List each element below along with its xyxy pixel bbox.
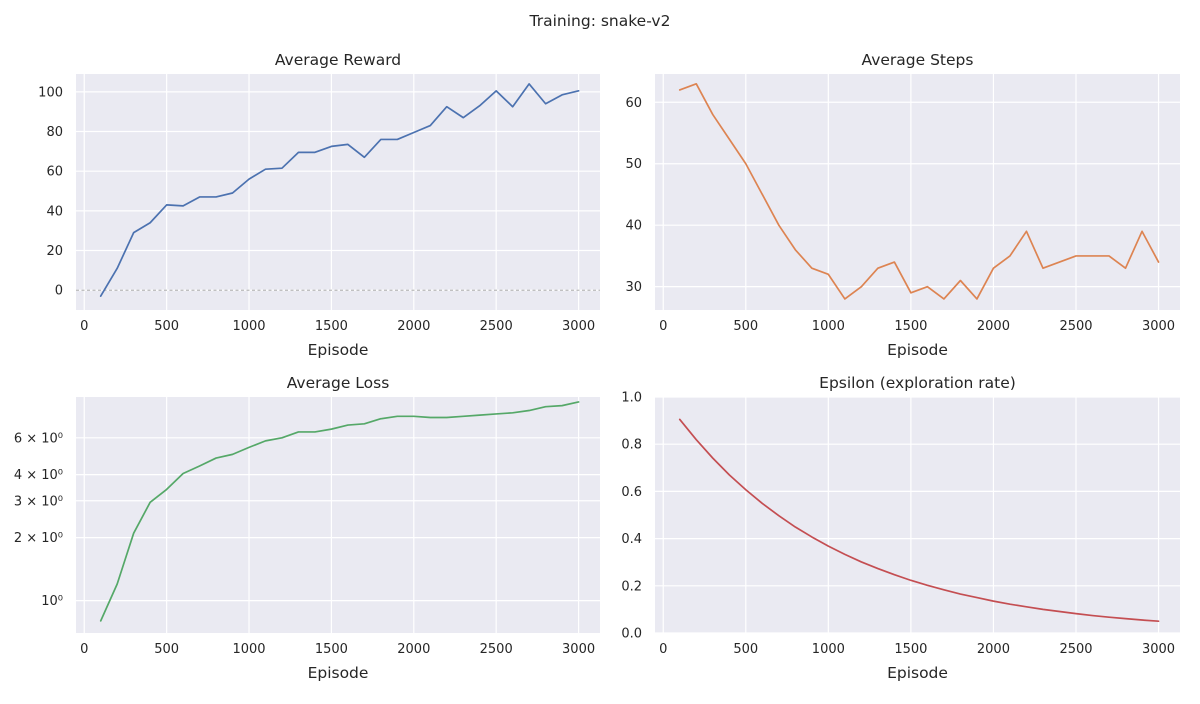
x-tick-label: 1500 bbox=[894, 642, 927, 657]
subplot-title: Average Steps bbox=[862, 51, 974, 69]
y-tick-label: 30 bbox=[625, 280, 642, 295]
x-tick-label: 0 bbox=[659, 319, 667, 334]
x-tick-label: 1000 bbox=[812, 319, 845, 334]
y-tick-label: 50 bbox=[625, 157, 642, 172]
x-tick-label: 1500 bbox=[315, 642, 348, 657]
x-tick-label: 2000 bbox=[977, 642, 1010, 657]
y-tick-label: 0.8 bbox=[621, 438, 642, 453]
x-tick-label: 2000 bbox=[397, 642, 430, 657]
y-tick-label: 100 bbox=[38, 85, 63, 100]
plot-area bbox=[76, 74, 600, 310]
x-tick-label: 1000 bbox=[232, 319, 265, 334]
plot-area bbox=[655, 74, 1180, 310]
x-tick-label: 3000 bbox=[1142, 642, 1175, 657]
subplot-4: 0 500 1000 1500 2000 2500 3000 0.0 0.2 0.4 0.6 0.8 1… bbox=[621, 374, 1180, 682]
x-tick-label: 2000 bbox=[397, 319, 430, 334]
plot-area bbox=[76, 397, 600, 633]
y-tick-label: 0.6 bbox=[621, 485, 642, 500]
x-axis-label: Episode bbox=[308, 664, 369, 682]
y-tick-label: 1.0 bbox=[621, 391, 642, 406]
subplot-3: 0 500 1000 1500 2000 2500 3000 10⁰ 2 × 10⁰ 3 × 10… bbox=[14, 374, 600, 682]
x-axis-label: Episode bbox=[887, 664, 948, 682]
y-tick-label: 2 × 10⁰ bbox=[14, 531, 63, 546]
figure-title: Training: snake-v2 bbox=[529, 12, 671, 30]
subplot-title: Average Reward bbox=[275, 51, 401, 69]
x-tick-label: 1000 bbox=[812, 642, 845, 657]
y-tick-label: 60 bbox=[625, 96, 642, 111]
y-tick-label: 40 bbox=[625, 219, 642, 234]
series-line-1 bbox=[99, 401, 580, 622]
x-tick-label: 3000 bbox=[562, 642, 595, 657]
x-tick-label: 2500 bbox=[1059, 319, 1092, 334]
subplot-title: Average Loss bbox=[287, 374, 390, 392]
x-tick-label: 2500 bbox=[480, 319, 513, 334]
subplot-2: 0 500 1000 1500 2000 2500 3000 30 40 50 60 Average … bbox=[625, 51, 1180, 359]
x-axis-label: Episode bbox=[308, 341, 369, 359]
y-tick-label: 0.0 bbox=[621, 627, 642, 642]
subplot-1: 0 500 1000 1500 2000 2500 3000 0 20 40 60 80 100 Aver… bbox=[38, 51, 600, 359]
y-tick-label: 0.2 bbox=[621, 579, 642, 594]
y-tick-label: 0 bbox=[55, 284, 63, 299]
y-tick-label: 4 × 10⁰ bbox=[14, 468, 63, 483]
x-tick-label: 500 bbox=[154, 319, 179, 334]
x-tick-label: 2000 bbox=[977, 319, 1010, 334]
x-tick-label: 500 bbox=[733, 642, 758, 657]
x-tick-label: 0 bbox=[659, 642, 667, 657]
x-tick-label: 3000 bbox=[1142, 319, 1175, 334]
subplot-title: Epsilon (exploration rate) bbox=[819, 374, 1016, 392]
y-tick-label: 10⁰ bbox=[41, 594, 63, 609]
y-tick-label: 0.4 bbox=[621, 532, 642, 547]
y-tick-label: 6 × 10⁰ bbox=[14, 431, 63, 446]
x-tick-label: 2500 bbox=[1059, 642, 1092, 657]
x-tick-label: 3000 bbox=[562, 319, 595, 334]
series-line-1 bbox=[678, 82, 1160, 300]
y-tick-label: 20 bbox=[46, 244, 63, 259]
plot-area bbox=[655, 397, 1180, 633]
y-tick-label: 40 bbox=[46, 204, 63, 219]
x-tick-label: 2500 bbox=[480, 642, 513, 657]
x-tick-label: 1000 bbox=[232, 642, 265, 657]
series-line-1 bbox=[678, 418, 1160, 623]
x-axis-label: Episode bbox=[887, 341, 948, 359]
y-tick-label: 80 bbox=[46, 125, 63, 140]
x-tick-label: 500 bbox=[733, 319, 758, 334]
x-tick-label: 1500 bbox=[315, 319, 348, 334]
x-tick-label: 0 bbox=[80, 642, 88, 657]
y-tick-label: 3 × 10⁰ bbox=[14, 494, 63, 509]
series-line-1 bbox=[99, 83, 580, 297]
x-tick-label: 500 bbox=[154, 642, 179, 657]
x-tick-label: 0 bbox=[80, 319, 88, 334]
x-tick-label: 1500 bbox=[894, 319, 927, 334]
y-tick-label: 60 bbox=[46, 165, 63, 180]
